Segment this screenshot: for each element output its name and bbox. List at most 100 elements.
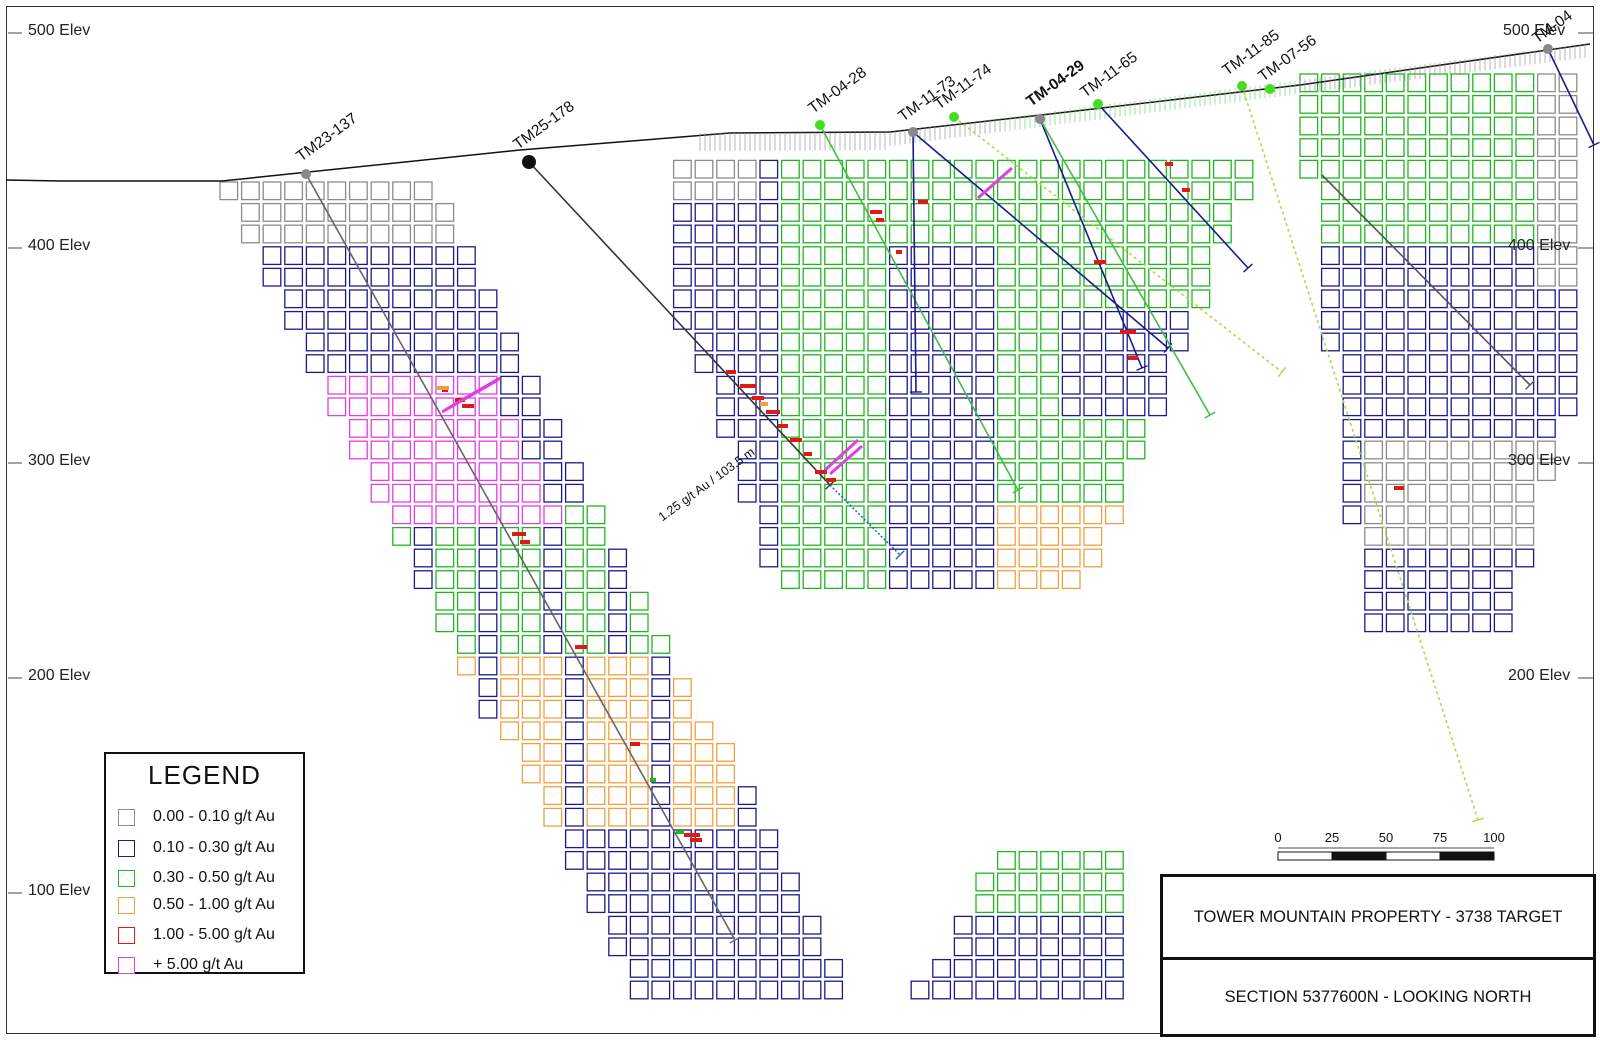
block-cell xyxy=(1342,138,1362,158)
block-cell xyxy=(413,526,433,546)
block-cell xyxy=(1342,116,1362,136)
block-cell xyxy=(1450,94,1470,114)
block-cell xyxy=(1169,159,1189,179)
block-cell xyxy=(737,246,757,266)
end-of-hole-tick xyxy=(1136,365,1148,371)
block-cell xyxy=(759,850,779,870)
block-cell xyxy=(1558,181,1578,201)
block-cell xyxy=(586,786,606,806)
block-cell xyxy=(996,354,1016,374)
block-cell xyxy=(888,159,908,179)
block-cell xyxy=(608,721,628,741)
block-cell xyxy=(975,159,995,179)
section-subtitle: SECTION 5377600N - LOOKING NORTH xyxy=(1224,987,1532,1006)
assay-bars xyxy=(437,162,1404,842)
block-cell xyxy=(1407,440,1427,460)
block-cell xyxy=(845,570,865,590)
block-cell xyxy=(932,159,952,179)
block-cell xyxy=(780,570,800,590)
block-cell xyxy=(1364,310,1384,330)
block-cell xyxy=(1515,138,1535,158)
block-cell xyxy=(478,354,498,374)
block-cell xyxy=(305,202,325,222)
block-cell xyxy=(1083,289,1103,309)
block-cell xyxy=(975,418,995,438)
block-cell xyxy=(521,570,541,590)
block-cell xyxy=(1407,138,1427,158)
block-cell xyxy=(392,181,412,201)
block-cell xyxy=(1083,440,1103,460)
block-cell xyxy=(672,678,692,698)
block-cell xyxy=(672,181,692,201)
block-cell xyxy=(1364,202,1384,222)
block-cell xyxy=(1040,289,1060,309)
block-cell xyxy=(953,958,973,978)
block-cell xyxy=(888,289,908,309)
block-cell xyxy=(1061,570,1081,590)
block-cell xyxy=(1472,418,1492,438)
block-cell xyxy=(1428,462,1448,482)
block-cell xyxy=(1515,94,1535,114)
block-cell xyxy=(1342,224,1362,244)
block-cell xyxy=(1104,462,1124,482)
block-cell xyxy=(1234,159,1254,179)
block-cell xyxy=(543,634,563,654)
block-cell xyxy=(284,224,304,244)
block-cell xyxy=(1428,224,1448,244)
block-cell xyxy=(413,397,433,417)
block-cell xyxy=(1342,289,1362,309)
block-cell xyxy=(802,418,822,438)
block-cell xyxy=(996,310,1016,330)
block-cell xyxy=(1126,267,1146,287)
block-cell xyxy=(1018,310,1038,330)
block-cell xyxy=(564,764,584,784)
block-cell xyxy=(953,202,973,222)
block-cell xyxy=(975,505,995,525)
block-cell xyxy=(737,894,757,914)
block-cell xyxy=(716,980,736,1000)
block-model xyxy=(219,73,1578,1000)
block-cell xyxy=(759,310,779,330)
block-cell xyxy=(1428,73,1448,93)
block-cell xyxy=(1472,483,1492,503)
block-cell xyxy=(521,505,541,525)
block-cell xyxy=(1493,591,1513,611)
block-cell xyxy=(716,915,736,935)
block-cell xyxy=(629,980,649,1000)
assay-bar xyxy=(1120,330,1136,334)
end-of-hole-tick xyxy=(1204,411,1216,419)
block-cell xyxy=(953,440,973,460)
block-cell xyxy=(1515,505,1535,525)
block-cell xyxy=(1018,915,1038,935)
legend-swatch-3 xyxy=(118,896,135,914)
block-cell xyxy=(1299,94,1319,114)
block-cell xyxy=(1450,483,1470,503)
block-cell xyxy=(1212,181,1232,201)
block-cell xyxy=(1320,289,1340,309)
block-cell xyxy=(1104,440,1124,460)
block-cell xyxy=(1018,526,1038,546)
block-cell xyxy=(1493,246,1513,266)
block-cell xyxy=(1364,116,1384,136)
block-cell xyxy=(1299,116,1319,136)
block-cell xyxy=(824,483,844,503)
end-of-hole-tick xyxy=(1012,486,1024,494)
block-cell xyxy=(521,440,541,460)
block-cell xyxy=(392,505,412,525)
block-cell xyxy=(1407,202,1427,222)
block-cell xyxy=(348,332,368,352)
block-cell xyxy=(1385,440,1405,460)
block-cell xyxy=(1126,418,1146,438)
block-cell xyxy=(953,354,973,374)
block-cell xyxy=(694,267,714,287)
block-cell xyxy=(1385,548,1405,568)
block-cell xyxy=(1515,397,1535,417)
block-cell xyxy=(564,678,584,698)
block-cell xyxy=(910,980,930,1000)
block-cell xyxy=(1126,181,1146,201)
block-cell xyxy=(1018,418,1038,438)
block-cell xyxy=(1536,418,1556,438)
block-cell xyxy=(759,440,779,460)
block-cell xyxy=(1428,116,1448,136)
high-grade-bar xyxy=(829,444,863,476)
